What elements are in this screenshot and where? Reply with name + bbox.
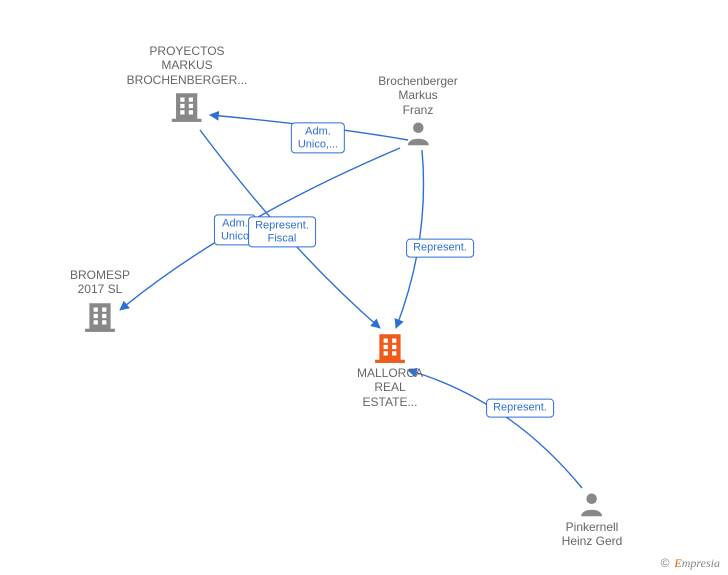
company-icon	[357, 330, 423, 364]
edge-label: Represent. Fiscal	[248, 216, 316, 247]
node-label: PROYECTOS MARKUS BROCHENBERGER...	[127, 44, 248, 87]
footer-branding: © Empresia	[661, 556, 720, 571]
edge-label: Represent.	[486, 399, 554, 418]
company-icon	[127, 89, 248, 123]
copyright-symbol: ©	[661, 556, 670, 570]
node-label: Brochenberger Markus Franz	[378, 74, 457, 117]
company-icon	[70, 299, 130, 333]
node-label: MALLORCA REAL ESTATE...	[357, 366, 423, 409]
person-icon	[562, 490, 623, 518]
edge-e_pinkernell_mallorca	[408, 370, 582, 488]
node-label: BROMESP 2017 SL	[70, 268, 130, 297]
node-mallorca[interactable]: MALLORCA REAL ESTATE...	[357, 330, 423, 409]
edge-label: Represent.	[406, 239, 474, 258]
edge-label: Adm. Unico,...	[291, 122, 345, 153]
node-markus[interactable]: Brochenberger Markus Franz	[378, 74, 457, 147]
brand-name: Empresia	[674, 556, 720, 570]
node-bromesp[interactable]: BROMESP 2017 SL	[70, 268, 130, 333]
person-icon	[378, 119, 457, 147]
node-pinkernell[interactable]: Pinkernell Heinz Gerd	[562, 490, 623, 549]
node-proyectos[interactable]: PROYECTOS MARKUS BROCHENBERGER...	[127, 44, 248, 123]
node-label: Pinkernell Heinz Gerd	[562, 520, 623, 549]
